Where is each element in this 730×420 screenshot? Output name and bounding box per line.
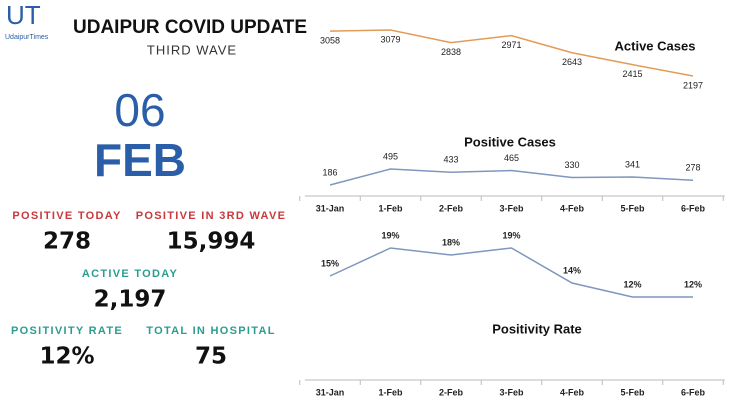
stat-label: POSITIVE TODAY — [12, 210, 121, 222]
x-tick-label: 1-Feb — [378, 203, 403, 213]
value-label: 19% — [381, 230, 399, 240]
x-tick-label: 6-Feb — [681, 203, 706, 213]
logo-letters: UT — [6, 0, 41, 30]
x-tick-label: 5-Feb — [620, 203, 645, 213]
x-tick-label: 31-Jan — [316, 387, 345, 397]
x-tick-label: 4-Feb — [560, 387, 585, 397]
line — [329, 29, 694, 77]
chart-title: Active Cases — [615, 38, 696, 53]
stat-value: 278 — [43, 229, 91, 255]
date-month: FEB — [94, 134, 186, 186]
value-label: 3079 — [380, 34, 400, 44]
logo-name: UdaipurTimes — [5, 34, 49, 41]
stat-label: ACTIVE TODAY — [82, 268, 178, 280]
x-tick-label: 4-Feb — [560, 203, 585, 213]
title: UDAIPUR COVID UPDATE — [73, 17, 307, 38]
x-tick-label: 31-Jan — [316, 203, 345, 213]
value-label: 14% — [563, 265, 581, 275]
chart-title: Positive Cases — [464, 134, 556, 149]
stat-value: 2,197 — [94, 287, 167, 313]
stat-value: 15,994 — [167, 229, 256, 255]
value-label: 341 — [625, 159, 640, 169]
line — [329, 168, 694, 186]
value-label: 15% — [321, 258, 339, 268]
value-label: 18% — [442, 237, 460, 247]
x-tick-label: 3-Feb — [499, 203, 524, 213]
value-label: 495 — [383, 151, 398, 161]
x-tick-label: 6-Feb — [681, 387, 706, 397]
x-tick-label: 2-Feb — [439, 387, 464, 397]
value-label: 2643 — [562, 57, 582, 67]
x-tick-label: 3-Feb — [499, 387, 524, 397]
value-label: 330 — [564, 160, 579, 170]
stat-label: POSITIVITY RATE — [11, 325, 123, 337]
x-tick-label: 2-Feb — [439, 203, 464, 213]
value-label: 2415 — [622, 69, 642, 79]
line — [329, 247, 693, 298]
value-label: 2197 — [683, 80, 703, 90]
value-label: 12% — [623, 279, 641, 289]
value-label: 278 — [685, 163, 700, 173]
value-label: 465 — [504, 153, 519, 163]
date-day: 06 — [114, 84, 165, 136]
x-tick-label: 1-Feb — [378, 387, 403, 397]
value-label: 2838 — [441, 47, 461, 57]
value-label: 433 — [443, 155, 458, 165]
value-label: 12% — [684, 279, 702, 289]
stat-label: TOTAL IN HOSPITAL — [146, 325, 275, 337]
value-label: 3058 — [320, 35, 340, 45]
chart-title: Positivity Rate — [492, 321, 582, 336]
stat-label: POSITIVE IN 3RD WAVE — [136, 210, 287, 222]
value-label: 2971 — [501, 40, 521, 50]
value-label: 186 — [322, 167, 337, 177]
x-tick-label: 5-Feb — [620, 387, 645, 397]
stat-value: 75 — [195, 344, 227, 370]
stat-value: 12% — [39, 344, 94, 370]
value-label: 19% — [502, 230, 520, 240]
subtitle: THIRD WAVE — [147, 42, 237, 57]
